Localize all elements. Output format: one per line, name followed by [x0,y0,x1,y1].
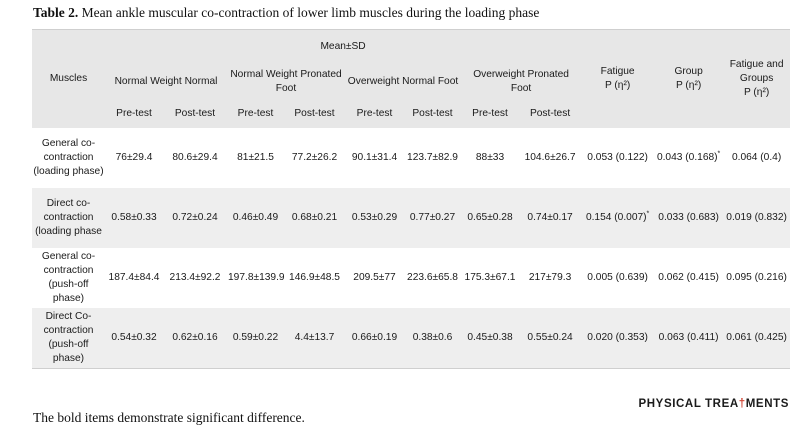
significance-marker: * [646,210,650,218]
data-table: Muscles Mean±SD Fatigue P (η²) Group P (η²… [32,29,791,369]
value-cell: 0.62±0.16 [163,308,227,369]
value-cell: 81±21.5 [227,128,284,188]
value-cell: 213.4±92.2 [163,248,227,308]
value-cell: 0.59±0.22 [227,308,284,369]
value-cell: 104.6±26.7 [519,128,582,188]
group-p-value: 0.063 (0.411) [658,332,719,344]
value-cell: 0.77±0.27 [404,188,461,248]
group-p-cell: 0.062 (0.415) [654,248,724,308]
value-cell: 217±79.3 [519,248,582,308]
group-header: Group P (η²) [654,29,724,128]
value-cell: 187.4±84.4 [105,248,163,308]
table-caption-text: Mean ankle muscular co-contraction of lo… [78,5,540,20]
group-header-overweight-pronated: Overweight Pronated Foot [461,64,582,100]
table-row: Direct co-contraction (loading phase 0.5… [32,188,791,248]
value-cell: 0.74±0.17 [519,188,582,248]
interaction-p-value: 0.095 (0.216) [726,272,787,284]
muscle-cell: General co-contraction (push-off phase) [32,248,105,308]
table-row: General co-contraction (push-off phase) … [32,248,791,308]
value-cell: 146.9±48.5 [284,248,345,308]
value-cell: 123.7±82.9 [404,128,461,188]
fatigue-header-sub: P (η²) [604,80,631,91]
group-p-cell: 0.043 (0.168)* [654,128,724,188]
brand-text-right: MENTS [745,398,789,410]
muscles-column-header: Muscles [32,29,105,128]
muscle-cell: General co-contraction (loading phase) [32,128,105,188]
group-header-sub: P (η²) [675,80,702,91]
fatigue-header-name: Fatigue [600,66,635,78]
group-p-cell: 0.063 (0.411) [654,308,724,369]
group-header-overweight-normal: Overweight Normal Foot [345,64,461,100]
fatigue-p-cell: 0.053 (0.122) [581,128,655,188]
brand-text-left: PHYSICAL TREA [638,398,739,410]
value-cell: 90.1±31.4 [345,128,404,188]
fatigue-p-value: 0.005 (0.639) [587,272,648,284]
value-cell: 77.2±26.2 [284,128,345,188]
fatigue-groups-header-name: Fatigue and Groups [729,59,784,85]
data-table-wrapper: Muscles Mean±SD Fatigue P (η²) Group P (η²… [32,29,791,384]
value-cell: 80.6±29.4 [163,128,227,188]
interaction-p-cell: 0.019 (0.832) [723,188,791,248]
journal-brand-logo: PHYSICAL TREA†MENTS [639,398,790,410]
value-cell: 0.65±0.28 [461,188,519,248]
table-row: Direct Co-contraction (push-off phase) 0… [32,308,791,369]
post-test-header: Post-test [284,100,345,128]
value-cell: 4.4±13.7 [284,308,345,369]
brand-mark-icon: † [738,398,746,410]
table-caption-label: Table 2. [33,5,79,20]
value-cell: 76±29.4 [105,128,163,188]
value-cell: 175.3±67.1 [461,248,519,308]
post-test-header: Post-test [163,100,227,128]
post-test-header: Post-test [404,100,461,128]
fatigue-p-value: 0.053 (0.122) [587,152,648,164]
fatigue-header: Fatigue P (η²) [581,29,655,128]
value-cell: 0.72±0.24 [163,188,227,248]
interaction-p-value: 0.019 (0.832) [726,212,787,224]
pre-test-header: Pre-test [227,100,284,128]
pre-test-header: Pre-test [345,100,404,128]
post-test-header: Post-test [519,100,582,128]
significance-marker: * [717,150,721,158]
group-p-value: 0.033 (0.683) [658,212,719,224]
value-cell: 209.5±77 [345,248,404,308]
value-cell: 0.38±0.6 [404,308,461,369]
fatigue-p-value: 0.154 (0.007) [585,212,647,224]
fatigue-p-cell: 0.020 (0.353) [581,308,655,369]
value-cell: 0.55±0.24 [519,308,582,369]
group-header-normal-weight-pronated: Normal Weight Pronated Foot [227,64,345,100]
interaction-p-cell: 0.095 (0.216) [723,248,791,308]
pre-test-header: Pre-test [105,100,163,128]
table-caption: Table 2. Mean ankle muscular co-contract… [33,5,539,21]
group-p-cell: 0.033 (0.683) [654,188,724,248]
value-cell: 0.46±0.49 [227,188,284,248]
interaction-p-cell: 0.064 (0.4) [723,128,791,188]
value-cell: 0.45±0.38 [461,308,519,369]
value-cell: 88±33 [461,128,519,188]
pre-test-header: Pre-test [461,100,519,128]
mean-sd-header: Mean±SD [105,29,582,64]
group-header-name: Group [674,66,703,78]
value-cell: 0.66±0.19 [345,308,404,369]
fatigue-p-cell: 0.005 (0.639) [581,248,655,308]
group-header-normal-weight-normal: Normal Weight Normal [105,64,227,100]
interaction-p-value: 0.061 (0.425) [726,332,787,344]
value-cell: 0.54±0.32 [105,308,163,369]
fatigue-p-value: 0.020 (0.353) [587,332,648,344]
value-cell: 223.6±65.8 [404,248,461,308]
value-cell: 197.8±139.9 [227,248,284,308]
table-footnote: The bold items demonstrate significant d… [33,410,305,425]
fatigue-groups-header-sub: P (η²) [743,86,770,98]
interaction-p-value: 0.064 (0.4) [731,152,782,164]
value-cell: 0.53±0.29 [345,188,404,248]
group-p-value: 0.043 (0.168) [656,152,718,164]
fatigue-p-cell: 0.154 (0.007)* [581,188,655,248]
muscle-cell: Direct Co-contraction (push-off phase) [32,308,105,369]
group-p-value: 0.062 (0.415) [658,272,719,284]
muscle-cell: Direct co-contraction (loading phase [32,188,105,248]
value-cell: 0.58±0.33 [105,188,163,248]
value-cell: 0.68±0.21 [284,188,345,248]
fatigue-groups-header: Fatigue and Groups P (η²) [723,29,791,128]
interaction-p-cell: 0.061 (0.425) [723,308,791,369]
table-row: General co-contraction (loading phase) 7… [32,128,791,188]
